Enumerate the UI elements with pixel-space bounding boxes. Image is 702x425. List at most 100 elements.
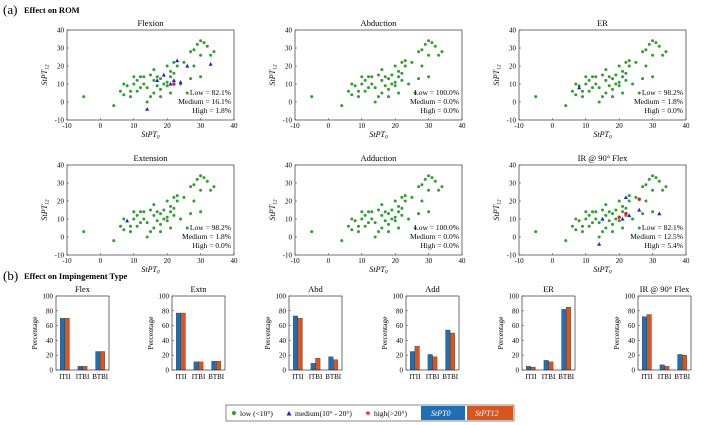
- low-point: [122, 93, 126, 97]
- low-point: [611, 230, 615, 234]
- low-point: [155, 219, 159, 223]
- low-point: [621, 210, 625, 214]
- low-point: [149, 230, 152, 234]
- low-point: [162, 208, 166, 212]
- low-point: [165, 219, 169, 223]
- plot-frame: [405, 295, 460, 371]
- low-point: [611, 212, 615, 216]
- scatter-panel-2: Abduction -10 0 10 20 30 40 -10 0 10 20 30 40 StPT0 St…: [268, 18, 466, 141]
- low-point: [212, 185, 216, 189]
- low-point: [393, 84, 397, 88]
- low-point: [393, 80, 397, 84]
- stat-line: Low = 100.0%: [414, 223, 459, 232]
- x-tick-label: 10: [582, 122, 590, 130]
- low-point: [400, 71, 404, 75]
- y-tick-label: 20: [46, 352, 54, 360]
- legend-stpt12-swatch: [467, 406, 513, 420]
- low-point: [202, 41, 206, 45]
- low-point: [138, 75, 142, 79]
- y-tick-label: 60: [162, 322, 170, 330]
- medium-point: [637, 207, 642, 212]
- bar-stpt0: [328, 356, 334, 371]
- low-point: [393, 64, 397, 68]
- low-point: [387, 222, 391, 226]
- section-a-header: (a) Effect on ROM: [3, 2, 80, 17]
- bar-title: Extn: [190, 284, 207, 294]
- low-point: [644, 199, 648, 203]
- low-point: [410, 60, 414, 64]
- x-tick-label: ITII: [641, 373, 653, 381]
- low-point: [138, 210, 142, 214]
- low-point: [427, 174, 431, 178]
- low-point: [420, 48, 424, 52]
- low-point: [417, 50, 421, 54]
- y-tick-label: 30: [285, 180, 293, 188]
- low-point: [580, 95, 584, 99]
- low-point: [611, 87, 615, 91]
- low-point: [118, 89, 122, 93]
- low-point: [644, 183, 648, 187]
- low-point: [400, 206, 404, 210]
- low-point: [614, 208, 618, 212]
- x-tick-label: 30: [425, 257, 433, 265]
- plot-frame: [637, 295, 692, 371]
- bar-panel-6: IR @ 90° Flex 0 20 40 60 80 100 Percentage ITII I…: [612, 284, 692, 381]
- low-point: [159, 95, 163, 99]
- low-point: [373, 100, 377, 104]
- x-tick-label: 10: [358, 122, 366, 130]
- high-point: [637, 197, 641, 201]
- bar-stpt12: [82, 366, 88, 371]
- low-point: [383, 210, 387, 214]
- low-point: [169, 210, 173, 214]
- low-point: [440, 185, 444, 189]
- y-tick-label: 20: [628, 352, 636, 360]
- low-point: [407, 82, 411, 86]
- low-point: [413, 91, 417, 95]
- y-tick-label: 0: [61, 99, 65, 107]
- low-point: [617, 219, 621, 223]
- low-point: [624, 60, 628, 64]
- low-point: [624, 71, 628, 75]
- low-point: [570, 89, 574, 93]
- low-point: [370, 82, 374, 86]
- low-point: [397, 91, 401, 95]
- low-point: [427, 53, 431, 57]
- low-point: [607, 219, 611, 223]
- bar-stpt0: [176, 312, 181, 371]
- x-tick-label: -10: [514, 122, 524, 130]
- low-point: [601, 73, 604, 77]
- low-point: [594, 210, 598, 214]
- low-point: [390, 73, 394, 77]
- section-a-title: Effect on ROM: [24, 5, 80, 15]
- plot-frame: [66, 164, 235, 256]
- y-tick-label: 10: [509, 81, 517, 89]
- bar-stpt12: [198, 361, 204, 371]
- low-point: [192, 199, 196, 203]
- stat-line: High = 5.4%: [644, 241, 683, 250]
- legend-stpt12-label: StPT12: [475, 409, 499, 418]
- bar-stpt0: [410, 351, 415, 371]
- low-point: [128, 230, 132, 234]
- x-axis-label: StPT0: [369, 130, 388, 141]
- low-point: [597, 86, 601, 90]
- low-point: [627, 199, 631, 203]
- low-point: [363, 224, 367, 228]
- low-point: [310, 230, 314, 234]
- medium-point: [178, 80, 183, 84]
- low-point: [373, 221, 377, 225]
- low-point: [162, 82, 166, 86]
- low-point: [430, 41, 434, 45]
- x-tick-label: 10: [358, 257, 366, 265]
- low-point: [614, 217, 618, 221]
- y-tick-label: 80: [279, 307, 287, 315]
- low-point: [597, 100, 601, 104]
- low-point: [169, 69, 173, 73]
- low-point: [433, 44, 437, 48]
- bar-panel-2: Extn 0 20 40 60 80 100 Percentage ITII ITBI BTBI: [146, 284, 226, 381]
- y-tick-label: 60: [396, 322, 404, 330]
- y-tick-label: 20: [285, 198, 293, 206]
- low-point: [356, 224, 360, 228]
- stat-line: Medium = 1.8%: [182, 232, 231, 241]
- y-tick-label: 40: [57, 27, 65, 35]
